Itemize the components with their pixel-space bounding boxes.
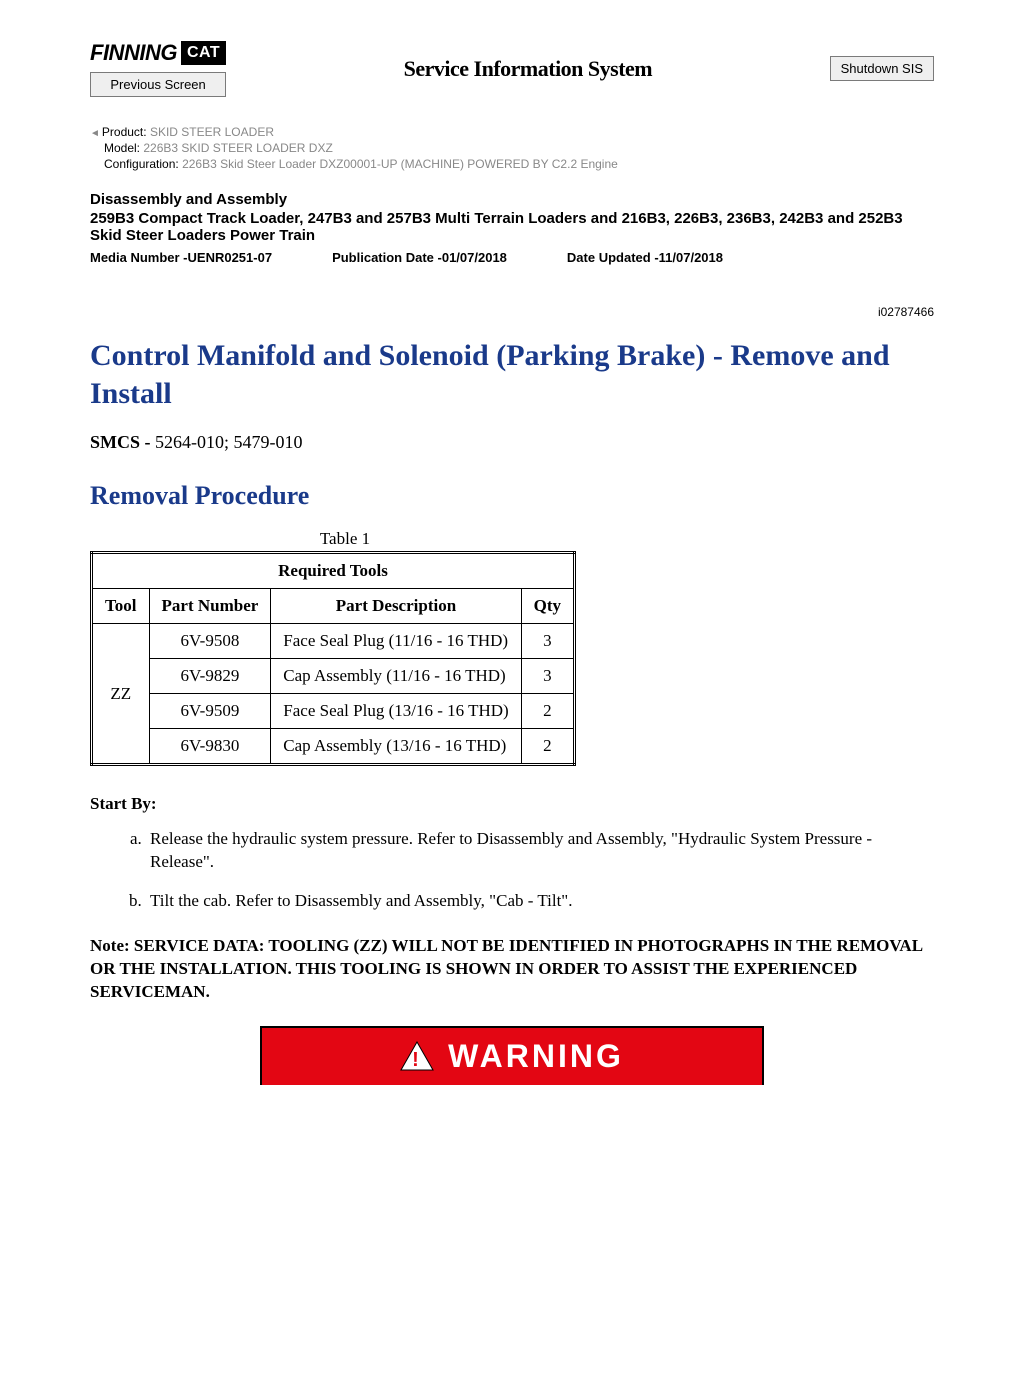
warning-banner: ! WARNING: [260, 1026, 764, 1085]
cell-desc: Face Seal Plug (11/16 - 16 THD): [271, 624, 521, 659]
publication-date: Publication Date -01/07/2018: [332, 250, 507, 265]
cell-qty: 2: [521, 729, 574, 765]
cell-qty: 2: [521, 694, 574, 729]
cell-pn: 6V-9508: [149, 624, 271, 659]
table-row: 6V-9509 Face Seal Plug (13/16 - 16 THD) …: [92, 694, 575, 729]
table-row: 6V-9829 Cap Assembly (11/16 - 16 THD) 3: [92, 659, 575, 694]
removal-heading: Removal Procedure: [90, 481, 934, 511]
meta-model: Model: 226B3 SKID STEER LOADER DXZ: [90, 141, 934, 155]
warning-triangle-icon: !: [400, 1041, 434, 1071]
publication-row: Media Number -UENR0251-07 Publication Da…: [90, 250, 934, 265]
start-by-steps: Release the hydraulic system pressure. R…: [90, 828, 934, 913]
meta-block: ◄Product: SKID STEER LOADER Model: 226B3…: [90, 125, 934, 171]
table-row: 6V-9830 Cap Assembly (13/16 - 16 THD) 2: [92, 729, 575, 765]
meta-product: ◄Product: SKID STEER LOADER: [90, 125, 934, 139]
svg-text:!: !: [412, 1049, 422, 1071]
meta-model-value: 226B3 SKID STEER LOADER DXZ: [143, 141, 332, 155]
cell-desc: Face Seal Plug (13/16 - 16 THD): [271, 694, 521, 729]
col-tool: Tool: [92, 589, 150, 624]
sis-title: Service Information System: [404, 56, 653, 82]
smcs-value: 5264-010; 5479-010: [155, 432, 303, 452]
list-item: Tilt the cab. Refer to Disassembly and A…: [146, 890, 934, 913]
logo: FINNING CAT: [90, 40, 226, 66]
table-caption: Table 1: [90, 529, 600, 549]
media-number: Media Number -UENR0251-07: [90, 250, 272, 265]
service-note: Note: SERVICE DATA: TOOLING (ZZ) WILL NO…: [90, 935, 934, 1004]
meta-product-label: Product:: [102, 125, 147, 139]
page-title: Control Manifold and Solenoid (Parking B…: [90, 337, 934, 412]
meta-config: Configuration: 226B3 Skid Steer Loader D…: [90, 157, 934, 171]
header: FINNING CAT Previous Screen Service Info…: [90, 40, 934, 97]
col-partdesc: Part Description: [271, 589, 521, 624]
start-by-heading: Start By:: [90, 794, 934, 814]
logo-block: FINNING CAT Previous Screen: [90, 40, 226, 97]
logo-text: FINNING: [90, 40, 177, 66]
col-qty: Qty: [521, 589, 574, 624]
cell-pn: 6V-9830: [149, 729, 271, 765]
logo-badge: CAT: [181, 41, 226, 65]
cell-qty: 3: [521, 624, 574, 659]
doc-header: Disassembly and Assembly 259B3 Compact T…: [90, 191, 934, 265]
meta-config-label: Configuration:: [104, 157, 179, 171]
iref-code: i02787466: [90, 305, 934, 319]
back-arrow-icon[interactable]: ◄: [90, 128, 100, 139]
warning-text: WARNING: [448, 1038, 624, 1075]
cell-qty: 3: [521, 659, 574, 694]
table-title: Required Tools: [92, 553, 575, 589]
smcs-label: SMCS -: [90, 432, 155, 452]
cell-pn: 6V-9829: [149, 659, 271, 694]
table-row: ZZ 6V-9508 Face Seal Plug (11/16 - 16 TH…: [92, 624, 575, 659]
list-item: Release the hydraulic system pressure. R…: [146, 828, 934, 874]
meta-model-label: Model:: [104, 141, 140, 155]
required-tools-table: Required Tools Tool Part Number Part Des…: [90, 551, 576, 766]
section-name: Disassembly and Assembly: [90, 191, 934, 208]
cell-pn: 6V-9509: [149, 694, 271, 729]
date-updated: Date Updated -11/07/2018: [567, 250, 723, 265]
warning-inner: ! WARNING: [262, 1028, 762, 1085]
shutdown-sis-button[interactable]: Shutdown SIS: [830, 56, 934, 81]
smcs-line: SMCS - 5264-010; 5479-010: [90, 432, 934, 453]
col-partnumber: Part Number: [149, 589, 271, 624]
cell-toolcode: ZZ: [92, 624, 150, 765]
cell-desc: Cap Assembly (13/16 - 16 THD): [271, 729, 521, 765]
section-subtitle: 259B3 Compact Track Loader, 247B3 and 25…: [90, 210, 934, 244]
table-header-row: Tool Part Number Part Description Qty: [92, 589, 575, 624]
previous-screen-button[interactable]: Previous Screen: [90, 72, 226, 97]
meta-product-value: SKID STEER LOADER: [150, 125, 274, 139]
cell-desc: Cap Assembly (11/16 - 16 THD): [271, 659, 521, 694]
meta-config-value: 226B3 Skid Steer Loader DXZ00001-UP (MAC…: [182, 157, 618, 171]
